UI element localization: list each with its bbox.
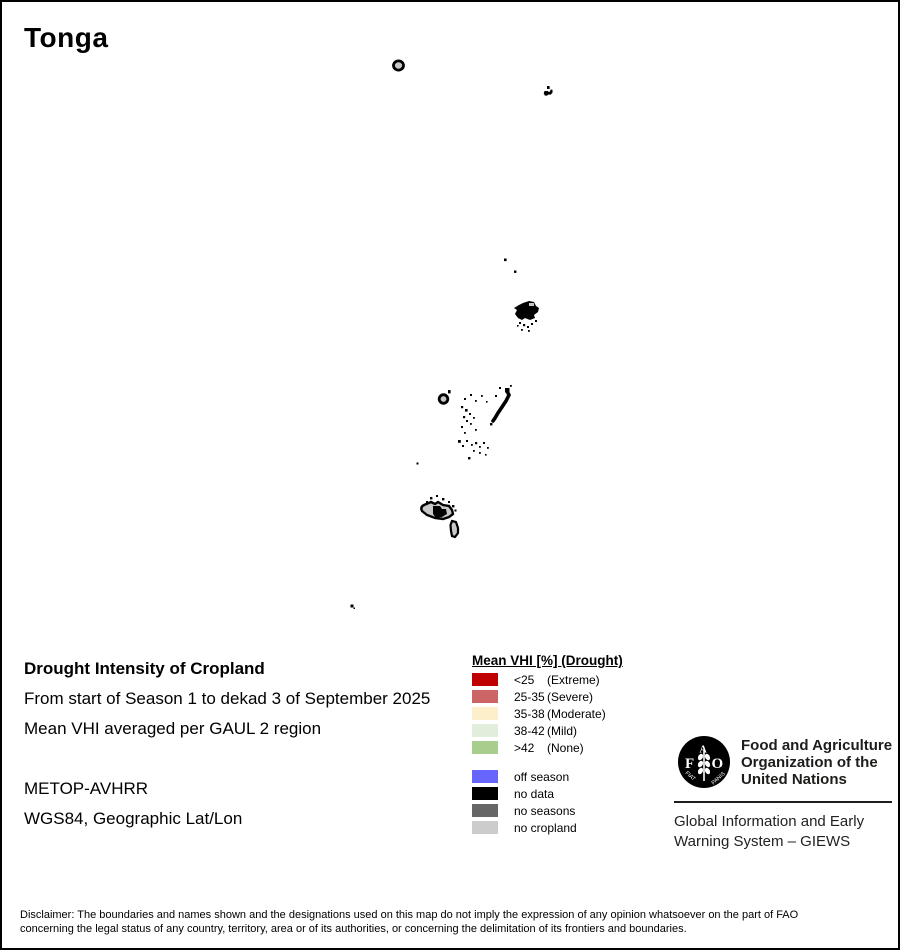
island-vavau-group bbox=[514, 301, 539, 332]
legend-title: Mean VHI [%] (Drought) bbox=[472, 653, 623, 668]
map-method-text: Mean VHI averaged per GAUL 2 region bbox=[24, 719, 322, 738]
legend-swatch-moderate bbox=[472, 707, 498, 720]
map-projection-text: WGS84, Geographic Lat/Lon bbox=[24, 809, 243, 828]
island-ata bbox=[350, 604, 355, 609]
legend-row-no-seasons: no seasons bbox=[472, 803, 576, 818]
page-title: Tonga bbox=[24, 22, 109, 53]
legend-range: >42 bbox=[514, 740, 535, 755]
island-eua bbox=[449, 519, 460, 539]
island-haapai-chain bbox=[490, 385, 512, 426]
fao-organization-name: Food and Agriculture Organization of the… bbox=[741, 737, 892, 788]
legend-swatch-severe bbox=[472, 690, 498, 703]
legend-row-no-data: no data bbox=[472, 786, 555, 801]
disclaimer-line2: concerning the legal status of any count… bbox=[20, 923, 687, 935]
legend-class-label: (Mild) bbox=[547, 723, 577, 738]
island-specks-north bbox=[504, 258, 517, 273]
disclaimer-line1: Disclaimer: The boundaries and names sho… bbox=[20, 909, 799, 921]
legend-class-label: no cropland bbox=[514, 820, 577, 835]
wheat-ear-icon bbox=[697, 750, 711, 781]
fao-name-line3: United Nations bbox=[741, 771, 847, 788]
map-sensor-text: METOP-AVHRR bbox=[24, 779, 149, 798]
legend-class-label: no seasons bbox=[514, 803, 576, 818]
fao-name-line1: Food and Agriculture bbox=[741, 737, 893, 754]
legend-row-moderate: 35-38 (Moderate) bbox=[472, 706, 606, 721]
legend-swatch-mild bbox=[472, 724, 498, 737]
legend-swatch-extreme bbox=[472, 673, 498, 686]
legend-range: 38-42 bbox=[514, 723, 545, 738]
island-niuatoputapu bbox=[543, 86, 553, 96]
island-haapai-south-scatter bbox=[416, 440, 489, 465]
disclaimer-text: Disclaimer: The boundaries and names sho… bbox=[20, 908, 798, 936]
fao-logo-letter-o: O bbox=[712, 756, 724, 772]
legend-class-label: (None) bbox=[547, 740, 584, 755]
legend-class-label: (Moderate) bbox=[547, 706, 606, 721]
legend-class-label: (Extreme) bbox=[547, 672, 600, 687]
map-subject-heading: Drought Intensity of Cropland bbox=[24, 659, 265, 678]
island-tongatapu bbox=[420, 495, 457, 521]
fao-logo-icon: F O A FIAT PANIS bbox=[678, 736, 730, 788]
fao-name-line2: Organization of the bbox=[741, 754, 878, 771]
giews-label: Global Information and Early Warning Sys… bbox=[674, 812, 864, 852]
legend-swatch-no-data bbox=[472, 787, 498, 800]
legend-row-none: >42 (None) bbox=[472, 740, 584, 755]
legend-swatch-no-cropland bbox=[472, 821, 498, 834]
island-niuafoou bbox=[392, 59, 405, 72]
fao-logo-letter-f: F bbox=[685, 756, 694, 772]
legend-swatch-none bbox=[472, 741, 498, 754]
legend-range: 25-35 bbox=[514, 689, 545, 704]
legend-row-no-cropland: no cropland bbox=[472, 820, 577, 835]
legend-row-severe: 25-35 (Severe) bbox=[472, 689, 594, 704]
legend-range: 35-38 bbox=[514, 706, 545, 721]
legend-class-label: off season bbox=[514, 769, 570, 784]
legend-class-label: (Severe) bbox=[547, 689, 594, 704]
giews-line1: Global Information and Early bbox=[674, 813, 865, 830]
island-tofua bbox=[437, 390, 451, 405]
legend-row-extreme: <25 (Extreme) bbox=[472, 672, 600, 687]
legend-class-label: no data bbox=[514, 786, 555, 801]
legend-row-mild: 38-42 (Mild) bbox=[472, 723, 577, 738]
legend-row-off-season: off season bbox=[472, 769, 570, 784]
legend-swatch-no-seasons bbox=[472, 804, 498, 817]
island-haapai-scatter bbox=[461, 394, 488, 434]
giews-line2: Warning System – GIEWS bbox=[674, 833, 851, 850]
legend-swatch-off-season bbox=[472, 770, 498, 783]
legend-range: <25 bbox=[514, 672, 535, 687]
map-period-text: From start of Season 1 to dekad 3 of Sep… bbox=[24, 689, 431, 708]
footer-divider bbox=[674, 801, 892, 803]
